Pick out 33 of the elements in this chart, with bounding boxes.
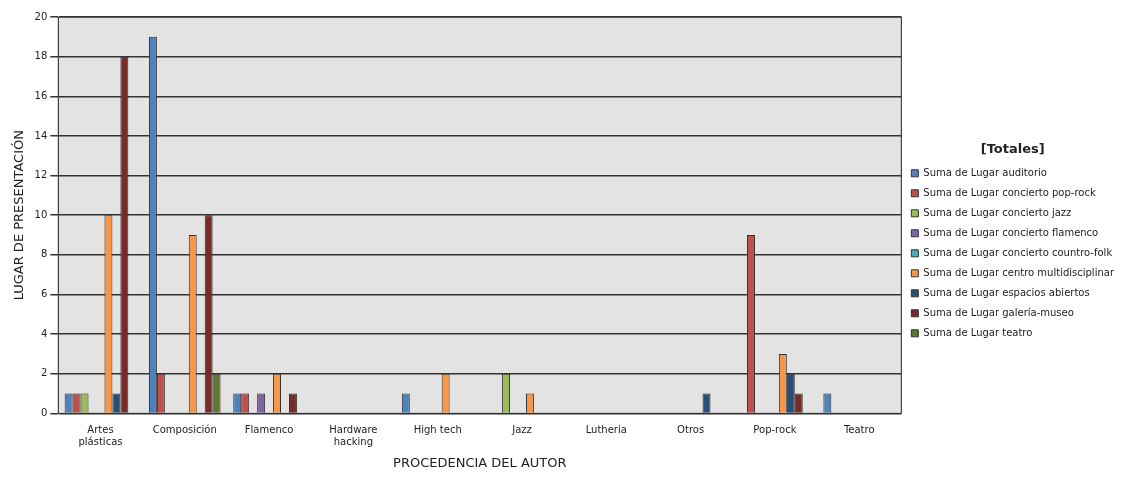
y-tick-label: 8 xyxy=(40,248,48,260)
x-tick-label: Composición xyxy=(152,423,217,435)
x-tick-label: Flamenco xyxy=(244,423,294,435)
x-tick-label: Otros xyxy=(677,423,705,435)
legend-label: Suma de Lugar concierto flamenco xyxy=(923,226,1099,238)
legend-title: [Totales] xyxy=(980,140,1045,156)
y-tick-label: 14 xyxy=(34,129,48,141)
x-tick-label: Artes plásticas xyxy=(78,423,123,447)
legend-label: Suma de Lugar concierto countro-folk xyxy=(923,246,1113,258)
y-tick-label: 18 xyxy=(34,50,48,62)
legend-label: Suma de Lugar teatro xyxy=(923,326,1033,338)
x-tick-label: Lutheria xyxy=(585,423,627,435)
legend-label: Suma de Lugar auditorio xyxy=(923,166,1047,178)
legend-label: Suma de Lugar espacios abiertos xyxy=(923,286,1090,298)
legend-label: Suma de Lugar centro multidisciplinar xyxy=(923,266,1115,278)
y-tick-label: 2 xyxy=(40,367,48,379)
y-axis-title: LUGAR DE PRESENTACIÓN xyxy=(11,130,27,301)
legend-label: Suma de Lugar concierto pop-rock xyxy=(923,186,1096,198)
y-tick-label: 6 xyxy=(40,288,48,300)
x-tick-label: Teatro xyxy=(842,423,875,435)
x-axis-title: PROCEDENCIA DEL AUTOR xyxy=(393,454,567,470)
legend-label: Suma de Lugar galería-museo xyxy=(923,306,1074,318)
y-tick-label: 12 xyxy=(34,169,48,181)
y-tick-label: 16 xyxy=(34,89,48,101)
x-tick-label: Pop-rock xyxy=(753,423,797,435)
y-tick-label: 0 xyxy=(40,406,48,418)
y-tick-label: 4 xyxy=(40,327,48,339)
x-tick-label: Jazz xyxy=(511,423,532,435)
x-tick-label: Hardware hacking xyxy=(329,423,378,447)
x-tick-label: High tech xyxy=(413,423,462,435)
legend-label: Suma de Lugar concierto jazz xyxy=(923,206,1072,218)
y-tick-label: 20 xyxy=(34,10,48,22)
y-tick-label: 10 xyxy=(34,208,48,220)
